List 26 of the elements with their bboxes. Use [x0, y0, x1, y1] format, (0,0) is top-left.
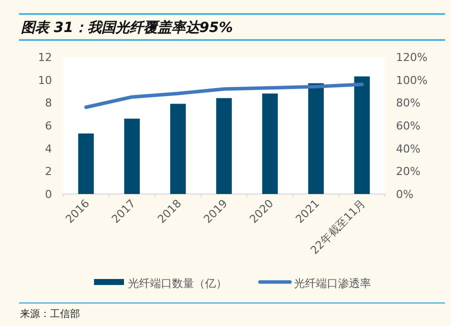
- bar: [170, 104, 186, 194]
- legend-label: 光纤端口数量（亿）: [128, 277, 227, 290]
- bar: [78, 133, 94, 194]
- y2-tick-label: 120%: [396, 51, 428, 64]
- line-series: [84, 82, 364, 109]
- y-tick-label: 8: [45, 96, 52, 110]
- bar: [124, 118, 140, 194]
- bar: [216, 98, 232, 194]
- y-tick-label: 0: [45, 188, 52, 201]
- y2-tick-label: 40%: [396, 142, 420, 156]
- y2-tick-label: 80%: [396, 96, 420, 110]
- y-tick-label: 10: [38, 74, 52, 87]
- y-tick-label: 2: [45, 165, 52, 178]
- y2-tick-label: 20%: [396, 165, 420, 178]
- bar: [354, 76, 370, 194]
- source-note: 来源：工信部: [20, 308, 80, 320]
- y2-tick-label: 60%: [396, 120, 420, 132]
- y-tick-label: 12: [38, 51, 52, 64]
- y-tick-label: 4: [45, 142, 52, 156]
- y2-tick-label: 100%: [396, 74, 428, 87]
- chart-title: 图表 31：我国光纤覆盖率达95%: [21, 19, 233, 36]
- y2-tick-label: 0%: [396, 188, 414, 201]
- bar: [262, 94, 278, 194]
- legend-label: 光纤端口渗透率: [294, 277, 371, 290]
- y-tick-label: 6: [45, 120, 52, 132]
- bar: [308, 83, 324, 194]
